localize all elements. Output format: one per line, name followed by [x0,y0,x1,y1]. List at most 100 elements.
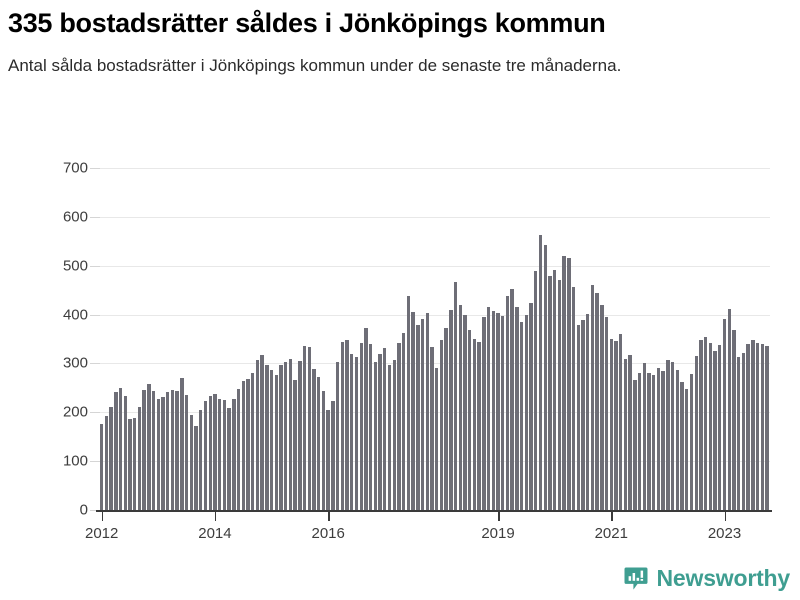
bar [755,342,760,510]
bar [736,356,741,510]
bar [529,302,533,510]
bar [232,398,236,510]
y-axis-tick-label: 700 [62,159,88,177]
bar [727,308,731,510]
y-axis-tick [90,265,100,267]
bar [472,339,477,510]
bar [293,379,297,510]
bar [397,342,401,510]
bar [222,399,227,510]
bar [123,396,127,510]
bar [439,340,444,510]
bar [538,235,543,510]
bar [265,364,269,510]
bar [656,368,661,510]
bar [675,370,680,510]
bar [722,319,727,510]
bar [284,361,288,510]
bar [453,282,458,510]
bar [680,382,684,510]
bar [260,354,264,510]
bar [519,322,524,510]
bar [340,341,345,510]
bar [751,339,755,510]
bar [548,276,552,510]
bar [694,355,698,510]
axis-labels: 0 100 200 300 400 500 600 700 2012 2014 2016 2019 20… [0,155,800,543]
x-axis-tick-label: 2016 [311,525,345,542]
gridline [100,168,770,169]
y-axis-tick [90,363,100,365]
bar [486,307,491,510]
y-axis-tick-label: 300 [62,354,88,372]
bar [647,372,651,510]
bar [359,342,363,510]
bar [194,425,198,510]
y-axis-tick-label: 500 [62,257,88,275]
bar [491,310,495,510]
bar [590,285,595,510]
bar [477,341,481,510]
brand-name: Newsworthy [656,565,791,591]
bar [552,270,557,510]
bar-chart-speech-bubble-icon [623,566,649,592]
y-axis-tick-label: 100 [62,452,88,470]
x-axis-tick-label: 2012 [85,525,119,542]
bar [746,343,750,510]
bar [161,396,165,510]
x-axis-tick [214,512,217,521]
bar [269,369,274,510]
y-axis-tick-label: 400 [62,306,88,324]
bar [411,311,415,510]
brand-footer[interactable]: Newsworthy [623,565,790,592]
bar [699,339,703,510]
bar [217,398,222,510]
axes [0,155,800,525]
bar [241,381,245,510]
bar [142,390,146,510]
bar [652,374,656,510]
x-axis-tick [724,512,726,521]
bar [604,316,609,510]
bar [307,346,311,510]
bar [274,374,278,510]
bar [392,359,396,510]
gridline [100,265,770,267]
bar [524,314,529,510]
bar [114,392,118,510]
bar [670,362,675,510]
bar [482,316,486,510]
x-axis-tick [101,512,104,521]
x-axis-tick-label: 2023 [707,525,742,542]
bar [449,310,453,510]
bar [250,372,255,510]
bar [199,409,203,510]
bar [383,348,387,510]
bar [496,312,500,510]
bar [642,363,646,510]
bar [109,407,113,510]
bar [401,332,406,510]
bar [387,365,392,510]
bar [557,280,562,510]
bar [430,346,434,510]
bar [166,392,170,510]
gridline [100,363,770,365]
gridline [100,314,770,316]
y-axis-tick [90,461,100,463]
x-axis-tick [611,512,613,521]
bar [213,394,217,510]
x-axis-tick-label: 2021 [594,525,628,542]
bar-series [0,155,800,525]
bar [571,287,576,510]
bar [463,315,467,510]
bar [321,391,326,510]
bar [689,374,694,510]
bar [619,334,623,510]
bar [666,360,670,510]
bar [567,257,571,510]
bar [623,359,628,510]
y-axis-tick [90,216,100,218]
bar [510,289,514,510]
